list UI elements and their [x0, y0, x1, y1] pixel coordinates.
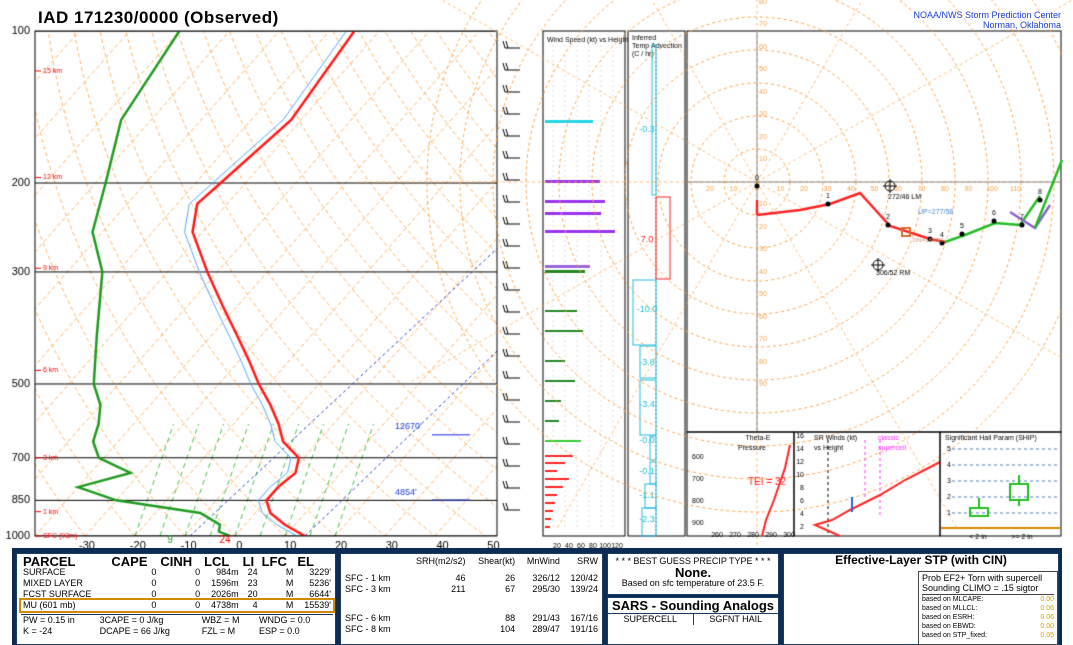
cell: M — [285, 578, 294, 588]
parcel-header-row: PARCEL CAPE CINH LCL LI LFC EL — [21, 554, 333, 569]
cell: 3229' — [309, 567, 331, 577]
k-value: K = -24 — [23, 626, 53, 636]
kin-row: SFC - 1 km 46 26 326/12 120/42 — [345, 573, 598, 583]
esp-value: ESP = 0.0 — [259, 626, 300, 636]
cell: 20 — [247, 589, 258, 599]
cell: 6644' — [309, 589, 331, 599]
parcel-row[interactable]: FCST SURFACE 0 0 2026m 20 M 6644' — [21, 589, 333, 600]
3cape-value: 3CAPE = 0 J/kg — [99, 615, 164, 625]
cell: 2026m — [211, 589, 239, 599]
hdr-cinh: CINH — [160, 554, 193, 569]
hdr-parcel: PARCEL — [23, 554, 76, 569]
sars-title: SARS - Sounding Analogs — [611, 598, 774, 613]
cell: 0 — [151, 567, 157, 577]
cell: 0 — [195, 589, 201, 599]
cell: 24 — [247, 567, 258, 577]
cell: 0 — [151, 589, 157, 599]
hdr-srw: SRW — [577, 556, 598, 566]
hdr-lcl: LCL — [204, 554, 230, 569]
cell: 0 — [195, 600, 201, 610]
kin-row: SFC - 8 km 104 289/47 191/16 — [345, 624, 598, 634]
precip-note: Based on sfc temperature of 23.5 F. — [621, 578, 765, 588]
parcel-row[interactable]: MIXED LAYER 0 0 1596m 23 M 5236' — [21, 578, 333, 589]
parcel-row[interactable]: SURFACE 0 0 984m 24 M 3229' — [21, 567, 333, 578]
org-label: NOAA/NWS Storm Prediction Center Norman, … — [913, 10, 1061, 30]
cell: 15539' — [304, 600, 331, 610]
cell: 0 — [195, 567, 201, 577]
cell: M — [285, 600, 294, 610]
cell: 4738m — [211, 600, 239, 610]
parcel-table-panel: PARCEL CAPE CINH LCL LI LFC EL SURFACE 0 0… — [16, 553, 336, 645]
cell: MIXED LAYER — [23, 578, 83, 588]
precip-value: None. — [674, 565, 712, 580]
cell: 1596m — [211, 578, 239, 588]
kin-row: SFC - 6 km 88 291/43 167/16 — [345, 613, 598, 623]
cell: 23 — [247, 578, 258, 588]
hdr-li: LI — [242, 554, 255, 569]
parcel-table: PARCEL CAPE CINH LCL LI LFC EL SURFACE 0 0… — [19, 554, 335, 613]
cell: 0 — [195, 578, 201, 588]
precip-type-panel: * * * BEST GUESS PRECIP TYPE * * * None.… — [607, 553, 779, 595]
cell: FCST SURFACE — [23, 589, 92, 599]
stp-title: Effective-Layer STP (with CIN) — [835, 553, 1007, 567]
sars-sgfnt-hail: SGFNT HAIL — [709, 614, 763, 624]
hdr-cape: CAPE — [111, 554, 148, 569]
kinematics-panel: SRH(m2/s2) Shear(kt) MnWind SRW SFC - 1 km 4… — [340, 553, 603, 645]
hdr-srh: SRH(m2/s2) — [416, 556, 466, 566]
hdr-lfc: LFC — [261, 554, 287, 569]
cell: 984m — [216, 567, 239, 577]
stp-info-line1: Prob EF2+ Torn with supercell — [922, 573, 1043, 583]
stp-info-line2: Sounding CLIMO = .15 sigtor — [922, 583, 1039, 593]
kinematics-table: SRH(m2/s2) Shear(kt) MnWind SRW SFC - 1 km 4… — [343, 556, 600, 635]
hdr-shear: Shear(kt) — [478, 556, 516, 566]
cell: 5236' — [309, 578, 331, 588]
parcel-extra: PW = 0.15 in 3CAPE = 0 J/kg WBZ = M WNDG = … — [21, 614, 333, 637]
wbz-value: WBZ = M — [201, 615, 240, 625]
sars-panel: SARS - Sounding Analogs SUPERCELL SGFNT … — [607, 597, 779, 645]
cell: 0 — [151, 578, 157, 588]
parcel-row-selected[interactable]: MU (601 mb) 0 0 4738m 4 M 15539' — [19, 598, 335, 613]
hdr-mnwind: MnWind — [526, 556, 560, 566]
wndg-value: WNDG = 0.0 — [259, 615, 311, 625]
cell: M — [285, 567, 294, 577]
cell: M — [285, 589, 294, 599]
cell: MU (601 mb) — [23, 600, 76, 610]
cell: 4 — [252, 600, 258, 610]
hdr-el: EL — [297, 554, 314, 569]
cell: SURFACE — [23, 567, 66, 577]
stp-info-box: Prob EF2+ Torn with supercell Sounding C… — [918, 571, 1058, 645]
dcape-value: DCAPE = 66 J/kg — [99, 626, 170, 636]
cell: 0 — [151, 600, 157, 610]
sars-supercell: SUPERCELL — [608, 614, 694, 625]
kin-row: SFC - 3 km 211 67 295/30 139/24 — [345, 584, 598, 594]
pw-value: PW = 0.15 in — [23, 615, 75, 625]
fzl-value: FZL = M — [201, 626, 236, 636]
page-title: IAD 171230/0000 (Observed) — [38, 8, 279, 27]
precip-title: * * * BEST GUESS PRECIP TYPE * * * — [615, 556, 771, 566]
